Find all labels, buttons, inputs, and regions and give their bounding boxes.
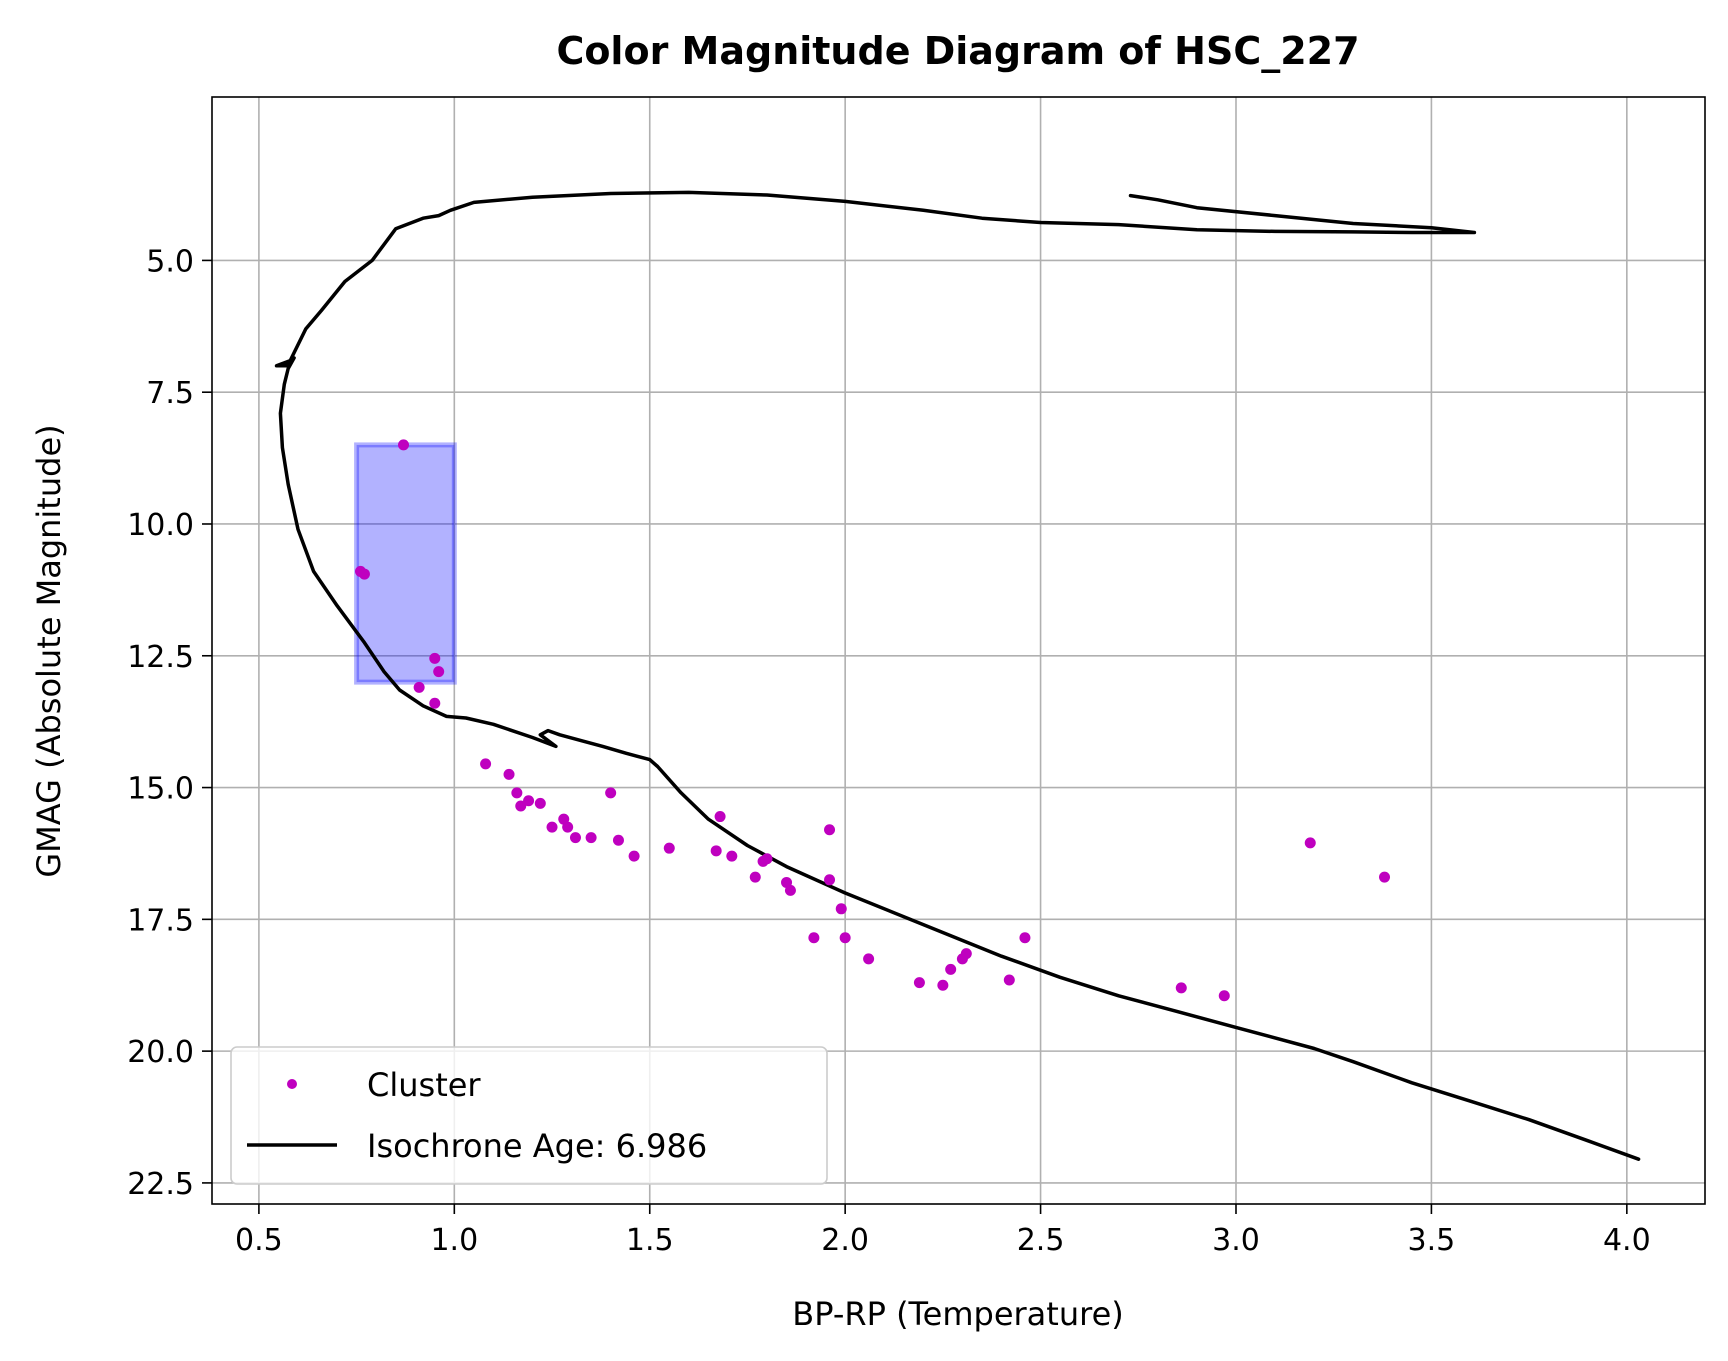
cluster-point [585,832,597,844]
cluster-point [824,824,836,836]
cluster-point [429,697,441,709]
highlight-box-layer [354,442,457,685]
legend-cluster-label: Cluster [367,1066,481,1104]
isochrone-layer [274,190,1641,1161]
y-axis-label: GMAG (Absolute Magnitude) [30,424,68,877]
cluster-point [429,652,441,664]
cluster-point [663,842,675,854]
cluster-point [937,979,949,991]
cluster-point [749,871,761,883]
cluster-point [413,681,425,693]
y-tick-label: 12.5 [127,640,194,675]
cluster-point [835,903,847,915]
highlight-box [354,442,457,685]
cluster-point [480,758,492,770]
x-tick-label: 3.0 [1212,1223,1260,1258]
y-tick-label: 17.5 [127,903,194,938]
cluster-point [511,787,523,799]
cluster-point [546,821,558,833]
cluster-point [628,850,640,862]
cluster-point [913,977,925,989]
cluster-point [515,800,527,812]
cluster-point [1175,982,1187,994]
x-tick-label: 0.5 [235,1223,283,1258]
cluster-point [523,795,535,807]
cluster-point [945,963,957,975]
y-tick-label: 15.0 [127,772,194,807]
cluster-point [761,853,773,865]
cluster-point [726,850,738,862]
y-axis-ticks: 5.0 7.5 10.0 12.5 15.0 17.5 20.0 22.5 [127,244,212,1202]
x-tick-label: 1.5 [626,1223,674,1258]
legend-isochrone-label: Isochrone Age: 6.986 [367,1127,707,1165]
cluster-point [1003,974,1015,986]
x-tick-label: 2.0 [821,1223,869,1258]
y-tick-label: 20.0 [127,1035,194,1070]
grid [212,97,1705,1204]
cluster-point [612,834,624,846]
x-tick-label: 3.5 [1408,1223,1456,1258]
cluster-point [1379,871,1391,883]
legend-box [230,1046,828,1185]
y-tick-label: 7.5 [146,376,194,411]
x-axis-ticks: 0.5 1.0 1.5 2.0 2.5 3.0 3.5 4.0 [235,1204,1651,1258]
cluster-point [569,832,581,844]
cluster-point [839,932,851,944]
legend-cluster-marker [287,1079,297,1089]
cluster-point [534,797,546,809]
cluster-point [863,953,875,965]
isochrone-line [274,190,1641,1161]
x-tick-label: 2.5 [1017,1223,1065,1258]
cluster-point [960,948,972,960]
cluster-point [824,874,836,886]
cluster-point [433,666,445,678]
y-tick-label: 22.5 [127,1167,194,1202]
cluster-point [808,932,820,944]
cluster-layer [355,439,1391,1002]
cluster-point [398,439,410,451]
cluster-point [562,821,574,833]
cluster-point [1304,837,1316,849]
x-tick-label: 4.0 [1603,1223,1651,1258]
chart-title: Color Magnitude Diagram of HSC_227 [556,29,1359,73]
plot-frame [211,96,1706,1205]
cluster-point [503,768,515,780]
legend: Cluster Isochrone Age: 6.986 [230,1046,828,1185]
cluster-point [605,787,617,799]
x-axis-label: BP-RP (Temperature) [792,1295,1123,1333]
cluster-point [710,845,722,857]
cluster-point [358,568,370,580]
cluster-point [714,811,726,823]
cluster-point [1019,932,1031,944]
x-tick-label: 1.0 [430,1223,478,1258]
y-tick-label: 5.0 [146,244,194,279]
y-tick-label: 10.0 [127,508,194,543]
cluster-point [1218,990,1230,1002]
cluster-point [784,884,796,896]
